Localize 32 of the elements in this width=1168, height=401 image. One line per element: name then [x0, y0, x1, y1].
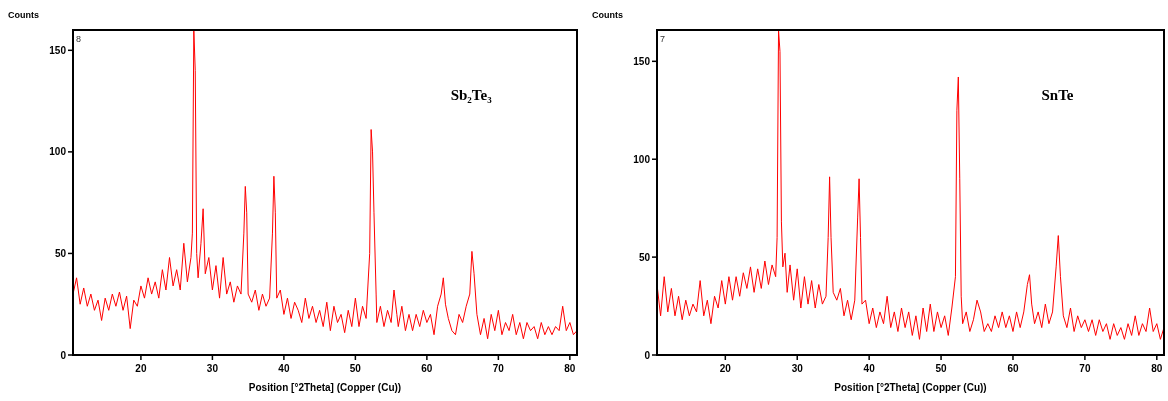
x-tick-label: 20: [135, 363, 147, 374]
x-tick-label: 70: [492, 363, 505, 374]
x-tick-label: 30: [206, 363, 219, 374]
y-tick-label: 0: [644, 349, 651, 361]
text: SnTe: [1041, 87, 1074, 103]
x-tick-label: 80: [564, 363, 576, 374]
x-tick-label: 30: [791, 363, 804, 374]
x-tick-label: 60: [1007, 363, 1019, 374]
x-tick-label: 20: [719, 363, 732, 374]
line-series: [73, 30, 577, 340]
y-tick-label: 100: [49, 146, 67, 158]
y-tick-label: 50: [54, 247, 67, 259]
x-tick-label: 80: [1151, 363, 1163, 374]
line-series: [657, 30, 1164, 340]
x-axis-title: Position [°2Theta] (Copper (Cu)): [834, 382, 987, 393]
x-tick-label: 40: [278, 363, 290, 374]
y-tick-label: 100: [633, 153, 651, 165]
x-tick-label: 60: [421, 363, 433, 374]
x-axis-title: Position [°2Theta] (Copper (Cu)): [248, 382, 402, 393]
annotation: 8: [76, 34, 82, 44]
annotation: 7: [660, 34, 666, 44]
y-axis-title: Counts: [8, 10, 39, 20]
x-tick-label: 70: [1079, 363, 1091, 374]
text: Sb₂Te₃: [450, 87, 493, 103]
y-tick-label: 0: [60, 349, 67, 361]
y-axis-title: Counts: [592, 10, 623, 20]
x-tick-label: 40: [863, 363, 876, 374]
x-tick-label: 50: [935, 363, 948, 374]
y-tick-label: 150: [49, 44, 67, 56]
y-tick-label: 150: [633, 55, 651, 67]
x-tick-label: 50: [349, 363, 362, 374]
y-tick-label: 50: [638, 251, 651, 263]
